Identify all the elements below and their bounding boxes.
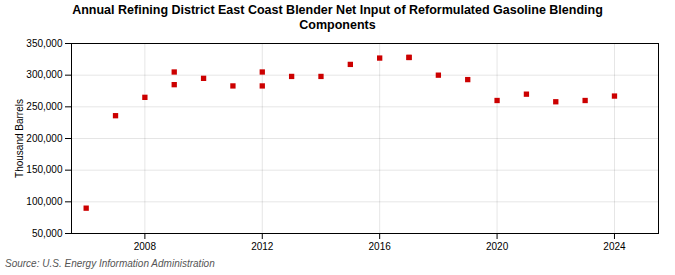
svg-text:100,000: 100,000 bbox=[26, 196, 63, 207]
svg-text:2020: 2020 bbox=[486, 241, 509, 252]
svg-text:2016: 2016 bbox=[369, 241, 392, 252]
html-text:Source: U.S. Energy Informatio: Source: U.S. Energy Information Administ… bbox=[5, 258, 215, 269]
svg-text:2008: 2008 bbox=[134, 241, 157, 252]
svg-text:200,000: 200,000 bbox=[26, 133, 63, 144]
svg-text:350,000: 350,000 bbox=[26, 38, 63, 49]
svg-text:2012: 2012 bbox=[251, 241, 274, 252]
html-text:Annual Refining District East: Annual Refining District East Coast Blen… bbox=[72, 3, 603, 32]
svg-text:50,000: 50,000 bbox=[32, 228, 63, 239]
svg-text:250,000: 250,000 bbox=[26, 101, 63, 112]
svg-text:300,000: 300,000 bbox=[26, 69, 63, 80]
svg-text:150,000: 150,000 bbox=[26, 164, 63, 175]
svg-text:2024: 2024 bbox=[603, 241, 626, 252]
svg-text:Thousand Barrels: Thousand Barrels bbox=[14, 99, 25, 178]
